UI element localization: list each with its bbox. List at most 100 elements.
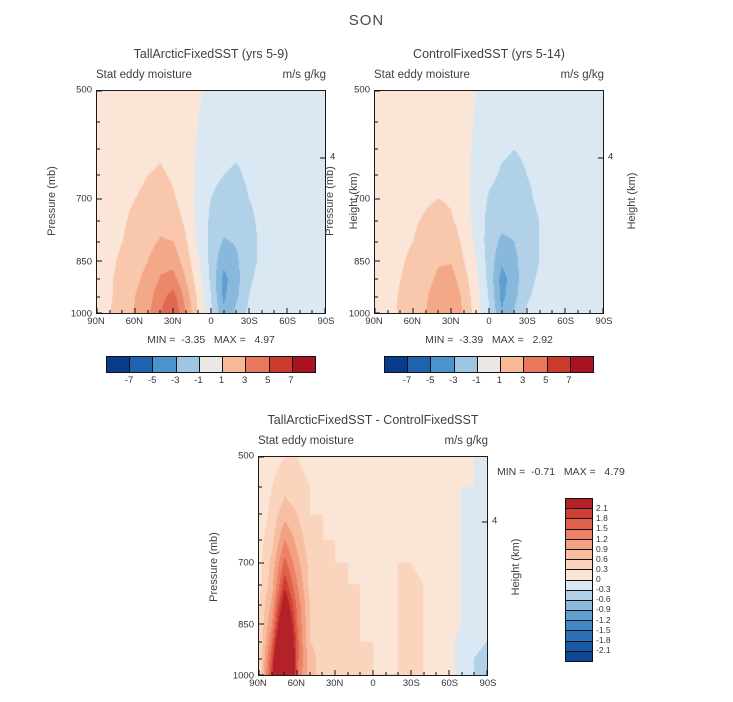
- axis-tick: [387, 310, 389, 313]
- x-tick-label: 60S: [557, 316, 575, 327]
- colorbar-tick-label: 3: [520, 375, 526, 386]
- x-tick-label: 30S: [518, 316, 536, 327]
- colorbar-cell: [566, 630, 592, 641]
- colorbar-cell: [566, 650, 592, 661]
- axis-tick: [437, 310, 439, 313]
- axis-tick: [320, 157, 325, 159]
- height-tick-label: 4: [330, 151, 336, 163]
- axis-tick: [463, 310, 465, 313]
- axis-tick: [97, 121, 100, 123]
- plot-frame: [96, 90, 326, 314]
- axis-tick: [564, 308, 566, 313]
- colorbar-cell: [566, 508, 592, 519]
- axis-tick: [259, 562, 264, 564]
- colorbar-tick-label: -7: [124, 375, 134, 386]
- axis-tick: [334, 670, 336, 675]
- panel-title: TallArcticFixedSST (yrs 5-9): [133, 47, 289, 61]
- height-axis-label: Height (km): [510, 538, 522, 596]
- colorbar-cell: [129, 357, 153, 372]
- axis-tick: [450, 308, 452, 313]
- x-tick-label: 90N: [87, 316, 105, 327]
- x-tick-label: 30N: [163, 316, 182, 327]
- x-tick-label: 0: [370, 678, 376, 689]
- colorbar-tick-label: -5: [147, 375, 157, 386]
- axis-tick: [602, 308, 604, 313]
- colorbar-tick-label: 5: [543, 375, 549, 386]
- axis-tick: [501, 310, 503, 313]
- axis-tick: [482, 521, 487, 523]
- colorbar-tick-label: 1: [218, 375, 225, 386]
- field-label: Stat eddy moisture: [96, 69, 192, 81]
- x-tick-label: 90S: [317, 316, 335, 327]
- x-tick-label: 60N: [287, 678, 306, 689]
- axis-tick: [375, 174, 378, 176]
- y-axis-ticks: 500 700 850 1000: [212, 451, 254, 682]
- x-tick-label: 90N: [365, 316, 383, 327]
- colorbar: [106, 356, 316, 373]
- x-tick-label: 60N: [125, 316, 144, 327]
- axis-tick: [210, 308, 212, 313]
- axis-tick: [259, 456, 264, 458]
- axis-tick: [375, 198, 380, 200]
- colorbar-cell: [430, 357, 454, 372]
- colorbar-cell: [546, 357, 570, 372]
- x-tick-label: 30N: [325, 678, 344, 689]
- colorbar-cell: [566, 528, 592, 539]
- axis-tick: [324, 308, 326, 313]
- x-axis-ticks: 90N 60N 30N 0 30S 60S 90S: [365, 316, 612, 328]
- axis-tick: [399, 310, 401, 313]
- axis-tick: [375, 220, 378, 222]
- axis-tick: [271, 672, 273, 675]
- x-axis-ticks: 90N 60N 30N 0 30S 60S 90S: [249, 678, 496, 690]
- panel-title: TallArcticFixedSST - ControlFixedSST: [267, 413, 479, 427]
- colorbar-cell: [566, 599, 592, 611]
- axis-tick: [97, 241, 100, 243]
- y-tick-label: 1000: [348, 308, 370, 320]
- y-tick-label: 500: [354, 84, 370, 96]
- colorbar-cell: [566, 499, 592, 509]
- axis-tick: [172, 308, 174, 313]
- colorbar: [384, 356, 594, 373]
- x-tick-label: 30N: [441, 316, 460, 327]
- colorbar-cell: [500, 357, 524, 372]
- colorbar-tick-label: -1.8: [596, 634, 611, 645]
- axis-tick: [309, 672, 311, 675]
- colorbar-cell: [268, 357, 292, 372]
- axis-tick: [321, 672, 323, 675]
- colorbar-cell: [566, 559, 592, 570]
- x-tick-label: 90S: [479, 678, 497, 689]
- colorbar-cell: [566, 640, 592, 651]
- y-axis-ticks: 500 700 850 1000: [328, 85, 370, 320]
- axis-tick: [589, 310, 591, 313]
- colorbar-cell: [175, 357, 199, 372]
- colorbar-tick-label: 0.9: [596, 543, 608, 554]
- colorbar-tick-label: 5: [265, 375, 271, 386]
- units-label: m/s g/kg: [444, 435, 488, 447]
- axis-tick: [488, 308, 490, 313]
- colorbar-cell: [566, 610, 592, 621]
- axis-tick: [97, 312, 102, 314]
- axis-tick: [121, 310, 123, 313]
- colorbar-cell: [566, 548, 592, 560]
- axis-tick: [375, 278, 378, 280]
- colorbar-cell: [107, 357, 130, 372]
- colorbar-tick-label: -1.2: [596, 614, 611, 625]
- axis-tick: [273, 310, 275, 313]
- axis-tick: [223, 310, 225, 313]
- figure-title: SON: [348, 12, 385, 29]
- axis-tick: [375, 90, 380, 92]
- axis-tick: [147, 310, 149, 313]
- axis-tick: [97, 260, 102, 262]
- axis-tick: [423, 672, 425, 675]
- plot-frame: [374, 90, 604, 314]
- y-axis-ticks: 500 700 850 1000: [50, 85, 92, 320]
- axis-tick: [97, 220, 100, 222]
- axis-tick: [109, 310, 111, 313]
- colorbar-labels: -7 -5 -3 -1 1 3 5 7: [106, 375, 314, 387]
- axis-tick: [475, 310, 477, 313]
- min-max-label: MIN = -3.39 MAX = 2.92: [425, 334, 553, 346]
- axis-tick: [375, 121, 378, 123]
- colorbar-cell: [152, 357, 176, 372]
- colorbar-tick-label: 0.3: [596, 563, 608, 574]
- axis-tick: [97, 148, 100, 150]
